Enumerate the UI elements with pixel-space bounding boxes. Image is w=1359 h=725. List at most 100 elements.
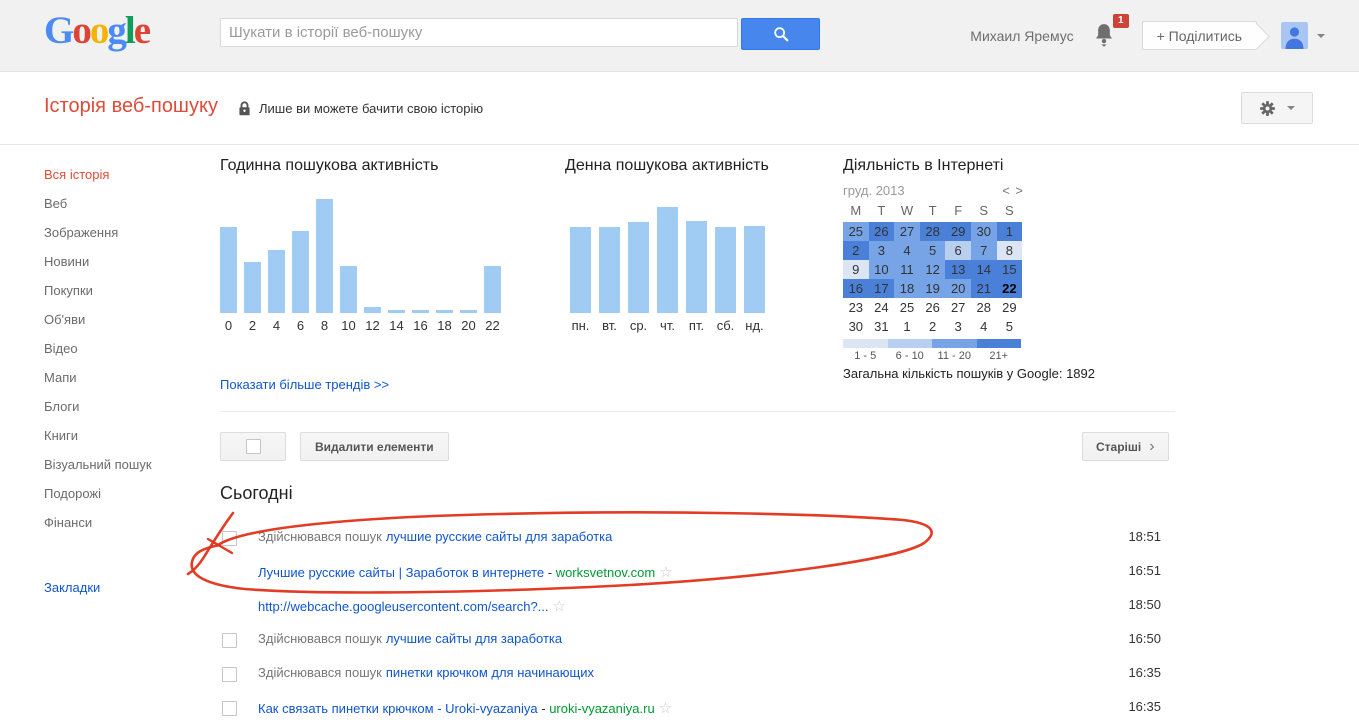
- calendar-day[interactable]: 1: [903, 319, 911, 334]
- calendar-day[interactable]: 23: [848, 300, 864, 315]
- calendar-day[interactable]: 3: [868, 241, 895, 260]
- calendar-day[interactable]: 6: [945, 241, 971, 260]
- history-link[interactable]: Как связать пинетки крючком - Uroki-vyaz…: [258, 701, 538, 716]
- google-logo[interactable]: Google: [44, 8, 151, 53]
- history-link[interactable]: лучшие сайты для заработка: [385, 631, 563, 646]
- calendar-day[interactable]: 4: [980, 319, 988, 334]
- calendar-legend: [843, 339, 1021, 348]
- history-link[interactable]: лучшие русские сайты для заработка: [385, 529, 613, 544]
- history-link[interactable]: Лучшие русские сайты | Заработок в интер…: [258, 565, 545, 580]
- star-icon[interactable]: ☆: [659, 564, 673, 581]
- row-checkbox[interactable]: [222, 633, 237, 648]
- star-icon[interactable]: ☆: [658, 700, 673, 717]
- more-trends-link[interactable]: Показати більше трендів >>: [220, 377, 390, 392]
- calendar-day[interactable]: 19: [919, 279, 946, 298]
- calendar-day[interactable]: 8: [996, 241, 1023, 260]
- x-tick-label: 20: [461, 318, 476, 333]
- calendar-prev-icon[interactable]: <: [1002, 183, 1010, 198]
- calendar-day[interactable]: 18: [894, 279, 920, 298]
- calendar-day[interactable]: 4: [894, 241, 920, 260]
- calendar-day[interactable]: 26: [925, 300, 940, 315]
- history-link[interactable]: пинетки крючком для начинающих: [385, 665, 594, 680]
- calendar-day[interactable]: 29: [945, 222, 971, 241]
- older-button[interactable]: Старіші ›: [1082, 432, 1169, 461]
- calendar-day[interactable]: 12: [919, 260, 946, 279]
- legend-label: 11 - 20: [937, 350, 971, 362]
- calendar-day[interactable]: 2: [843, 241, 869, 260]
- calendar-day[interactable]: 22: [996, 279, 1023, 298]
- total-searches-value: 1892: [1066, 366, 1095, 381]
- calendar-next-icon[interactable]: >: [1015, 183, 1023, 198]
- calendar-day[interactable]: 2: [928, 319, 937, 334]
- sidebar-item-2[interactable]: Зображення: [44, 225, 119, 240]
- calendar-day[interactable]: 28: [976, 300, 991, 315]
- select-all-checkbox[interactable]: [245, 439, 261, 454]
- select-all-button[interactable]: [220, 432, 286, 461]
- calendar-day[interactable]: 27: [950, 300, 966, 315]
- calendar-day[interactable]: 7: [970, 241, 997, 260]
- history-link[interactable]: http://webcache.googleusercontent.com/se…: [258, 599, 549, 614]
- sidebar-item-0[interactable]: Вся історія: [44, 167, 110, 182]
- calendar-day[interactable]: 3: [954, 319, 962, 334]
- sidebar-item-5[interactable]: Об'яви: [44, 312, 86, 327]
- row-time: 16:51: [1128, 563, 1161, 578]
- notifications-button[interactable]: 1: [1092, 13, 1129, 50]
- sidebar-item-10[interactable]: Візуальний пошук: [44, 457, 152, 472]
- calendar-day[interactable]: 13: [945, 260, 971, 279]
- calendar-day[interactable]: 9: [843, 260, 869, 279]
- search-button[interactable]: [741, 18, 820, 50]
- star-icon[interactable]: ☆: [552, 598, 566, 615]
- daily-chart-title: Денна пошукова активність: [565, 157, 769, 174]
- divider: [220, 411, 1175, 412]
- calendar-day[interactable]: 20: [945, 279, 971, 298]
- calendar-day[interactable]: 25: [899, 300, 915, 315]
- sidebar-item-7[interactable]: Мапи: [44, 370, 77, 385]
- calendar-day[interactable]: 15: [996, 260, 1023, 279]
- calendar-day[interactable]: 5: [1005, 319, 1013, 334]
- calendar-day[interactable]: 21: [970, 279, 997, 298]
- calendar-day[interactable]: 30: [970, 222, 997, 241]
- calendar-day[interactable]: 11: [894, 260, 920, 279]
- sidebar-item-bookmarks[interactable]: Закладки: [44, 580, 101, 595]
- avatar[interactable]: [1281, 22, 1308, 49]
- row-checkbox[interactable]: [222, 701, 237, 716]
- calendar-day[interactable]: 25: [843, 222, 869, 241]
- row-checkbox[interactable]: [222, 667, 237, 682]
- x-tick-label: 22: [485, 318, 500, 333]
- sidebar-item-1[interactable]: Веб: [44, 196, 68, 211]
- sidebar-item-4[interactable]: Покупки: [44, 283, 93, 298]
- calendar-day[interactable]: 14: [970, 260, 997, 279]
- calendar-day[interactable]: 24: [874, 300, 889, 315]
- share-button[interactable]: + Поділитись: [1141, 21, 1270, 50]
- legend-swatch: [887, 339, 932, 348]
- calendar-grid: 25 26 27 28 29 30 1 2 3 4 5 6 7 8 9 10 11 12 13 14 15 16 17 18 1…: [843, 222, 1023, 336]
- page-header: Історія веб-пошуку Лише ви можете бачити…: [0, 72, 1359, 145]
- calendar-day[interactable]: 31: [874, 319, 889, 334]
- bar-14: [388, 310, 405, 313]
- history-row-5: Как связать пинетки крючком - Uroki-vyaz…: [220, 691, 1161, 725]
- account-dropdown-icon[interactable]: [1317, 33, 1325, 38]
- delete-items-button[interactable]: Видалити елементи: [300, 432, 449, 461]
- calendar-day[interactable]: 28: [919, 222, 946, 241]
- calendar-day[interactable]: 1: [996, 222, 1023, 241]
- calendar-day[interactable]: 16: [843, 279, 869, 298]
- settings-button[interactable]: [1241, 92, 1313, 124]
- sidebar-item-9[interactable]: Книги: [44, 428, 79, 443]
- sidebar-item-3[interactable]: Новини: [44, 254, 90, 269]
- calendar-day[interactable]: 17: [868, 279, 895, 298]
- calendar-day[interactable]: 30: [848, 319, 864, 334]
- sidebar-item-8[interactable]: Блоги: [44, 399, 80, 414]
- sidebar-item-12[interactable]: Фінанси: [44, 515, 93, 530]
- calendar-day[interactable]: 5: [919, 241, 946, 260]
- row-checkbox[interactable]: [222, 531, 237, 546]
- search-input[interactable]: [220, 18, 738, 47]
- sidebar-item-11[interactable]: Подорожі: [44, 486, 102, 501]
- calendar-day[interactable]: 26: [868, 222, 895, 241]
- calendar-day[interactable]: 29: [1002, 300, 1017, 315]
- calendar-day[interactable]: 27: [894, 222, 920, 241]
- sidebar-item-6[interactable]: Відео: [44, 341, 78, 356]
- calendar-day[interactable]: 10: [868, 260, 895, 279]
- bar-сб.: [715, 227, 736, 313]
- x-tick-label: 6: [296, 318, 305, 333]
